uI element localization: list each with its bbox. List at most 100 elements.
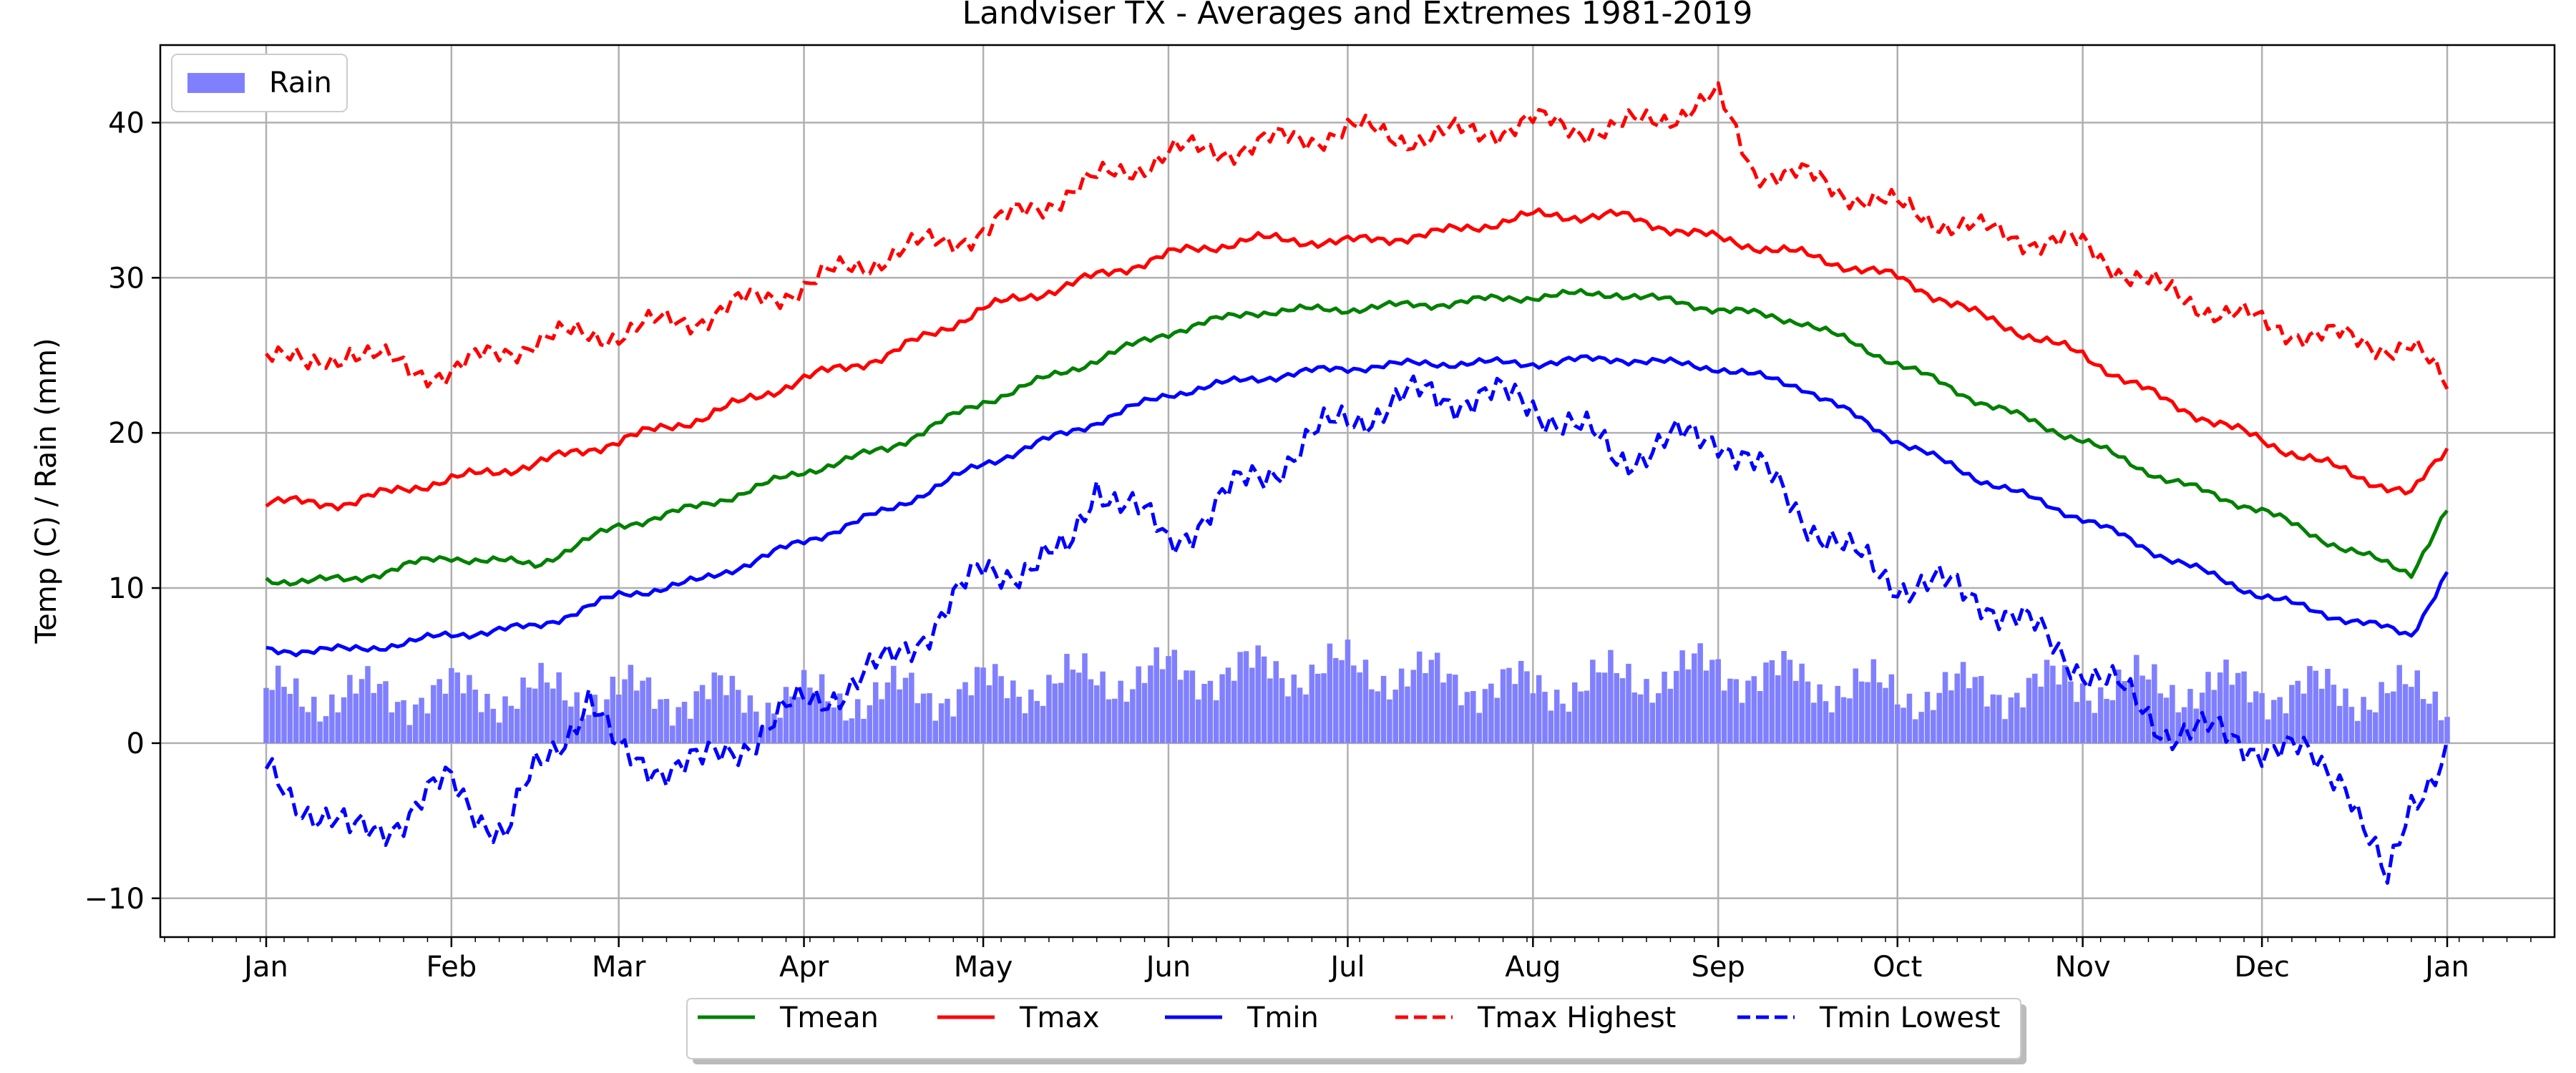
rain-bar xyxy=(1075,672,1082,743)
rain-bar xyxy=(2074,702,2080,743)
x-tick-label: Aug xyxy=(1505,951,1561,984)
x-tick-label: Jan xyxy=(242,951,288,984)
rain-bar xyxy=(1285,696,1291,743)
rain-bar xyxy=(1542,692,1548,743)
rain-bar xyxy=(1070,670,1076,743)
rain-bar xyxy=(1494,697,1500,743)
rain-bar xyxy=(861,718,867,743)
rain-bar xyxy=(831,707,837,743)
rain-bar xyxy=(2444,717,2450,743)
rain-bar xyxy=(1931,710,1936,743)
rain-bar xyxy=(1631,692,1638,743)
rain-bar xyxy=(2409,687,2414,743)
rain-bar xyxy=(568,706,574,743)
rain-bar xyxy=(1303,694,1309,743)
rain-bar xyxy=(2050,665,2056,743)
rain-bar xyxy=(1184,670,1189,743)
rain-bar xyxy=(1362,660,1369,743)
y-tick-label: 0 xyxy=(127,727,145,760)
rain-bar xyxy=(2354,720,2361,743)
rain-bar xyxy=(2079,683,2086,743)
rain-bar xyxy=(431,685,436,743)
rain-bar xyxy=(1972,677,1979,743)
rain-bar xyxy=(1793,680,1799,743)
rain-bar xyxy=(1847,698,1853,743)
rain-bar xyxy=(580,718,586,743)
rain-bar xyxy=(1703,670,1709,743)
plot-frame xyxy=(159,44,2556,939)
rain-bar xyxy=(1566,711,1572,743)
rain-bar xyxy=(556,672,562,743)
rain-bar xyxy=(783,687,789,743)
rain-bar xyxy=(2241,671,2247,743)
rain-bar xyxy=(836,693,843,743)
rain-bar xyxy=(2235,672,2241,743)
rain-bar xyxy=(1141,682,1148,743)
rain-bar xyxy=(897,689,902,743)
y-tick-label: 40 xyxy=(108,107,145,139)
rain-bar xyxy=(2217,672,2223,743)
rain-bar xyxy=(329,694,335,743)
rain-bar xyxy=(1387,699,1392,743)
rain-bar xyxy=(449,667,454,743)
rain-bar xyxy=(1159,669,1166,743)
rain-bar xyxy=(1482,689,1488,743)
rain-bar xyxy=(1010,680,1016,743)
rain-bar xyxy=(1829,712,1835,743)
rain-bar xyxy=(592,695,598,743)
rain-bar xyxy=(1034,700,1040,743)
rain-bar xyxy=(2020,707,2026,743)
rain-bar xyxy=(478,712,484,743)
rain-bar xyxy=(389,712,395,743)
rain-bar xyxy=(1410,670,1417,743)
rain-bar xyxy=(741,712,747,743)
rain-bar xyxy=(938,703,945,743)
rain-bar xyxy=(2115,669,2122,743)
grid-lines xyxy=(160,45,2555,937)
y-tick-label: 20 xyxy=(108,417,145,450)
rain-bar xyxy=(914,703,920,743)
legend-label: Tmax Highest xyxy=(1477,1001,1676,1034)
rain-bar xyxy=(1261,656,1267,743)
rain-bar xyxy=(1685,669,1692,743)
rain-bar xyxy=(2140,675,2145,743)
rain-bar xyxy=(1177,680,1184,743)
rain-bar xyxy=(1225,667,1231,743)
rain-bar xyxy=(699,685,706,743)
rain-bar xyxy=(1380,675,1387,743)
rain-bar xyxy=(2420,699,2426,743)
rain-bar xyxy=(1560,703,1566,743)
rain-bar xyxy=(1357,672,1362,743)
rain-bar xyxy=(1082,653,1088,743)
rain-bar xyxy=(1405,686,1410,743)
rain-bar xyxy=(1231,680,1237,743)
rain-bar xyxy=(1201,684,1207,743)
rain-bar xyxy=(2426,703,2432,743)
rain-bar xyxy=(442,693,449,743)
rain-bar xyxy=(1118,680,1123,743)
rain-bar xyxy=(1130,689,1136,743)
rain-bar xyxy=(2414,670,2421,743)
rain-bar xyxy=(353,693,359,743)
rain-bar xyxy=(1136,666,1141,743)
rain-bar xyxy=(2438,720,2444,743)
rain-bar xyxy=(1674,670,1679,743)
rain-bar xyxy=(879,699,884,743)
rain-bar xyxy=(1123,701,1130,743)
rain-bar xyxy=(1733,679,1740,743)
rain-bar xyxy=(1488,683,1494,743)
rain-bar xyxy=(765,702,771,743)
rain-bar xyxy=(801,670,807,743)
rain-bar xyxy=(1679,650,1685,743)
rain-bar xyxy=(1883,687,1888,743)
rain-bar xyxy=(1876,682,1883,743)
rain-bar xyxy=(1948,690,1954,743)
rain-bar xyxy=(735,690,741,743)
rain-bar xyxy=(1781,651,1787,743)
x-tick-label: Mar xyxy=(592,951,646,984)
rain-bar xyxy=(2223,660,2229,743)
rain-bar xyxy=(460,693,467,743)
rain-bar xyxy=(263,687,269,743)
rain-bar xyxy=(1913,719,1918,743)
rain-bar xyxy=(597,713,604,743)
